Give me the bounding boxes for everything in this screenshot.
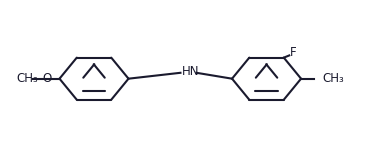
Text: F: F — [290, 46, 296, 59]
Text: HN: HN — [182, 65, 200, 78]
Text: CH₃: CH₃ — [16, 72, 38, 85]
Text: O: O — [42, 72, 51, 85]
Text: CH₃: CH₃ — [323, 72, 345, 85]
